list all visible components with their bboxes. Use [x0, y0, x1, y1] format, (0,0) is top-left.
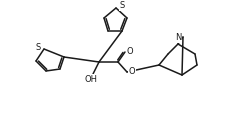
Text: S: S [35, 42, 40, 52]
Text: O: O [126, 46, 133, 55]
Text: N: N [174, 34, 180, 42]
Text: O: O [128, 68, 135, 76]
Text: OH: OH [84, 75, 97, 83]
Text: S: S [119, 2, 124, 11]
